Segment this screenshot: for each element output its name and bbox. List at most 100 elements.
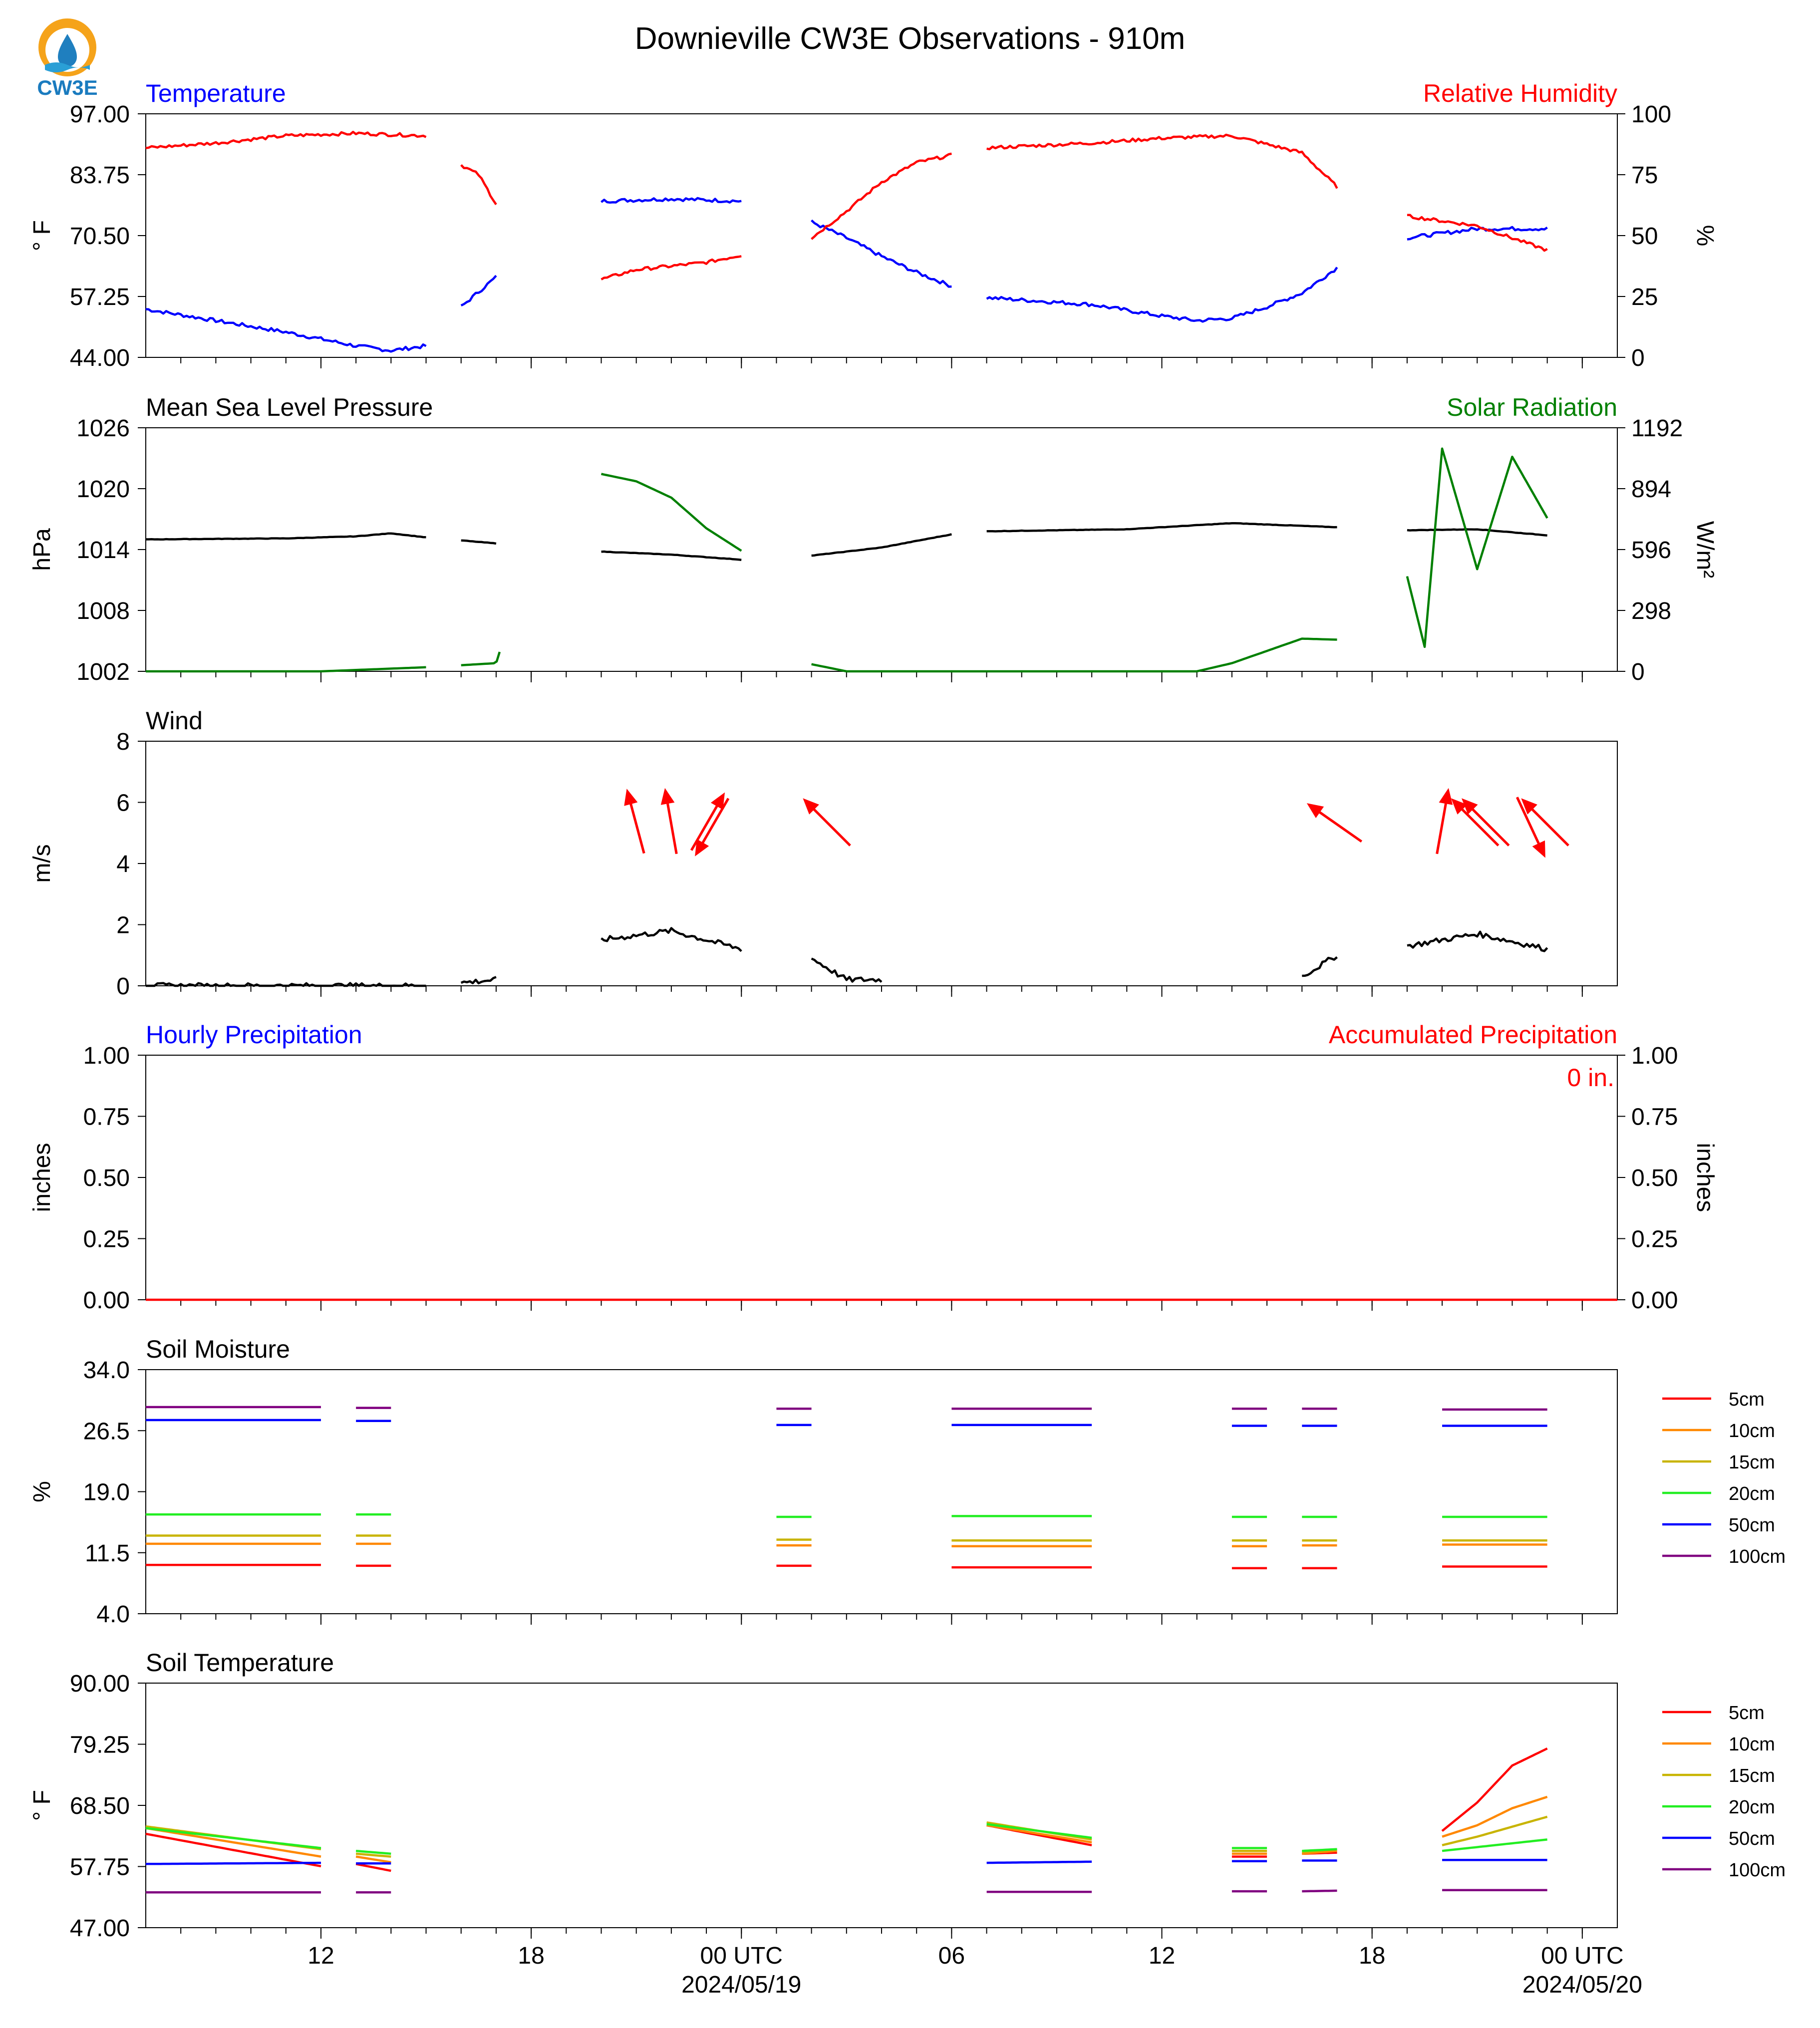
- x-tick-label: 18: [1359, 1943, 1385, 1969]
- series-line: [601, 197, 742, 204]
- y2-tick-label: 0.75: [1631, 1104, 1678, 1131]
- y-tick-label: 4.0: [96, 1601, 130, 1628]
- wind-arrow-head: [1532, 840, 1545, 858]
- y-tick-label: 2: [116, 912, 130, 939]
- series-line: [1442, 1838, 1547, 1852]
- wind-arrow-head: [710, 792, 725, 810]
- y2-tick-label: 25: [1631, 284, 1658, 310]
- panel-title-left: Temperature: [146, 79, 286, 107]
- series-line: [811, 957, 883, 983]
- y-tick-label: 1002: [76, 659, 130, 685]
- panel-title-left: Soil Moisture: [146, 1335, 290, 1363]
- axes-frame: [145, 741, 1618, 986]
- wind-arrow: [627, 795, 645, 854]
- y2-tick-label: 100: [1631, 101, 1671, 128]
- panel-title-right: Solar Radiation: [1447, 393, 1617, 421]
- y-axis-label: ° F: [29, 220, 55, 251]
- y-tick-label: 90.00: [70, 1671, 130, 1697]
- series-line: [811, 533, 952, 557]
- y-tick-label: 1.00: [83, 1043, 130, 1069]
- wind-arrow: [664, 795, 678, 855]
- wind-arrow: [690, 798, 723, 851]
- series-line: [355, 1852, 391, 1858]
- series-line: [460, 164, 497, 205]
- y2-axis-label: %: [1692, 225, 1718, 247]
- axes-frame: [145, 1369, 1618, 1614]
- series-line: [145, 131, 427, 149]
- y2-tick-label: 0.25: [1631, 1226, 1678, 1253]
- legend-label: 100cm: [1729, 1860, 1786, 1881]
- panel-title-left: Mean Sea Level Pressure: [146, 393, 433, 421]
- series-line: [1407, 226, 1548, 241]
- y-axis-label: ° F: [29, 1790, 55, 1821]
- y-tick-label: 70.50: [70, 223, 130, 250]
- y-tick-label: 83.75: [70, 162, 130, 189]
- y-tick-label: 44.00: [70, 345, 130, 371]
- cw3e-logo: CW3E: [37, 18, 98, 99]
- legend-label: 50cm: [1729, 1828, 1775, 1849]
- series-line: [460, 976, 497, 985]
- legend-label: 15cm: [1729, 1452, 1775, 1473]
- series-line: [1442, 1815, 1548, 1846]
- y-axis-label: %: [29, 1481, 55, 1502]
- y2-tick-label: 0: [1631, 659, 1645, 685]
- panel-title-left: Soil Temperature: [146, 1649, 334, 1677]
- wind-arrow: [1455, 802, 1500, 847]
- y2-tick-label: 50: [1631, 223, 1658, 250]
- wind-arrow-head: [1461, 798, 1478, 815]
- series-line: [986, 267, 1338, 323]
- series-line: [986, 637, 1337, 673]
- y-tick-label: 34.0: [83, 1357, 130, 1384]
- series-line: [1407, 528, 1547, 537]
- series-line: [146, 532, 426, 541]
- wind-arrow-head: [695, 839, 709, 857]
- axes-frame: [145, 1683, 1618, 1928]
- series-line: [601, 927, 742, 952]
- legend-label: 20cm: [1729, 1483, 1775, 1504]
- y-tick-label: 26.5: [83, 1418, 130, 1445]
- y-tick-label: 0.25: [83, 1226, 130, 1253]
- wind-arrow: [1525, 802, 1569, 847]
- wind-arrow: [1516, 797, 1544, 853]
- y2-tick-label: 0.50: [1631, 1165, 1678, 1191]
- series-line: [601, 550, 742, 561]
- series-line: [145, 1827, 321, 1858]
- y-tick-label: 68.50: [70, 1793, 130, 1819]
- x-tick-label: 18: [518, 1943, 544, 1969]
- series-line: [986, 522, 1337, 533]
- series-line: [1302, 1849, 1337, 1855]
- y-tick-label: 57.25: [70, 284, 130, 310]
- wind-arrow: [1311, 806, 1363, 843]
- legend-label: 50cm: [1729, 1515, 1775, 1536]
- wind-arrow-head: [1439, 788, 1453, 805]
- series-line: [145, 1827, 321, 1849]
- legend-label: 5cm: [1729, 1389, 1765, 1410]
- series-line: [145, 1861, 321, 1865]
- y-tick-label: 11.5: [85, 1540, 130, 1567]
- wind-arrow: [1466, 802, 1510, 847]
- series-line: [145, 308, 427, 353]
- axes-frame: [145, 427, 1618, 672]
- wind-arrow-head: [660, 788, 675, 805]
- series-line: [355, 1849, 391, 1855]
- series-line: [811, 219, 952, 288]
- y2-axis-label: W/m²: [1692, 521, 1718, 579]
- legend-label: 10cm: [1729, 1421, 1775, 1442]
- y2-tick-label: 1.00: [1631, 1043, 1678, 1069]
- logo-text: CW3E: [37, 76, 97, 99]
- axes-frame: [145, 113, 1618, 358]
- wind-arrow-head: [624, 789, 638, 806]
- series-line: [461, 651, 501, 666]
- y2-axis-label: inches: [1692, 1143, 1718, 1212]
- series-line: [355, 1855, 391, 1864]
- y-tick-label: 4: [116, 851, 130, 877]
- series-line: [811, 663, 987, 673]
- y-axis-label: m/s: [29, 844, 55, 882]
- series-line: [1442, 1795, 1548, 1838]
- y-axis-label: inches: [29, 1143, 55, 1212]
- x-tick-label: 00 UTC: [1541, 1943, 1623, 1969]
- y2-tick-label: 0: [1631, 345, 1645, 371]
- logo-wave-shape: [45, 62, 90, 72]
- y-tick-label: 6: [116, 790, 130, 817]
